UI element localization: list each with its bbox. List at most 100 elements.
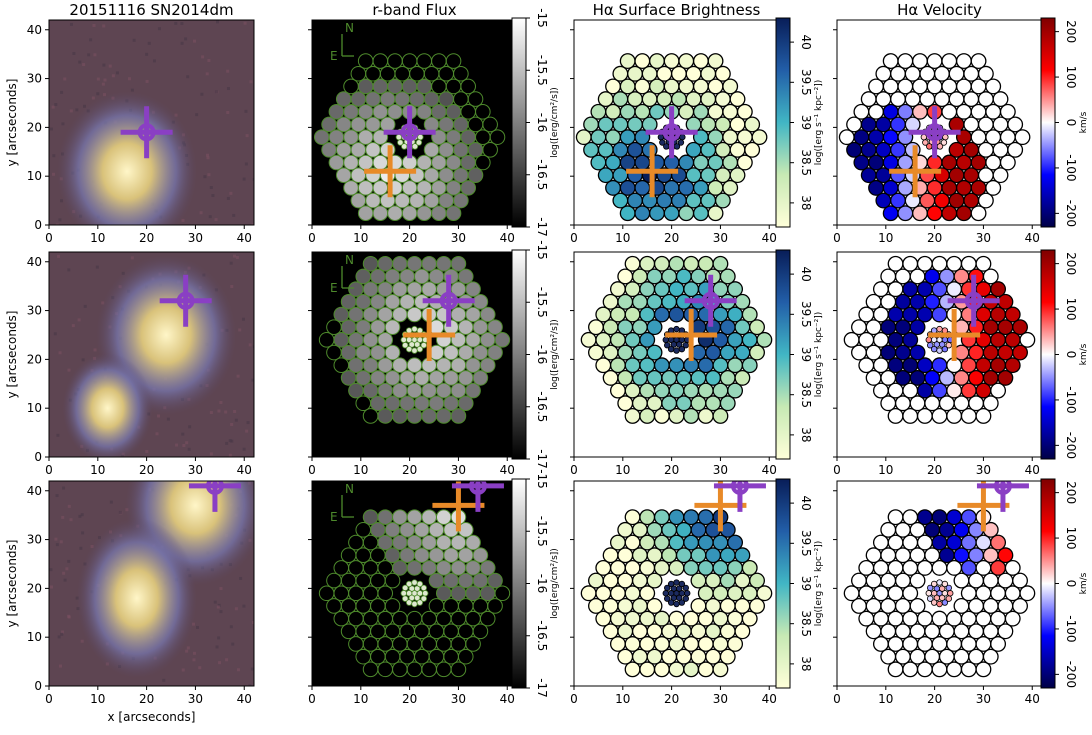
fiber: [970, 205, 987, 222]
panel-frame: [48, 19, 255, 226]
panel-sb: 0 10 20 30 40 40 39.5 39 38.5 38 log([erg s⁻¹ kpc⁻…: [570, 17, 824, 245]
x-tick-label: 30: [451, 463, 466, 477]
fiber: [392, 408, 408, 424]
noise-speck: [62, 571, 66, 575]
noise-speck: [127, 77, 131, 81]
x-tick-label: 20: [139, 463, 154, 477]
fiber: [355, 370, 372, 386]
sn-marker: [120, 106, 173, 159]
fiber: [912, 53, 928, 70]
colorbar-tick-label: -100: [1064, 154, 1078, 181]
fiber: [668, 610, 685, 627]
colorbar: [1040, 249, 1056, 460]
mini-fiber: [927, 584, 934, 592]
noise-speck: [251, 378, 254, 382]
colorbar-tick-label: 39: [799, 576, 813, 591]
mini-fiber: [662, 336, 669, 344]
noise-speck: [226, 69, 230, 73]
fiber: [465, 306, 481, 323]
fiber: [414, 522, 430, 538]
fiber: [465, 382, 481, 399]
sn-marker: [908, 106, 961, 159]
fiber: [377, 306, 394, 323]
fiber: [370, 522, 386, 538]
x-tick-label: 20: [927, 463, 942, 477]
noise-speck: [102, 24, 106, 28]
x-tick-label: 10: [878, 231, 893, 245]
fiber: [736, 103, 753, 120]
fiber: [941, 53, 958, 70]
fiber: [479, 306, 496, 323]
x-axis-label: x [arcseconds]: [108, 710, 196, 724]
fiber: [438, 142, 455, 158]
x-tick-label: 0: [570, 692, 578, 706]
x-tick-label: 10: [615, 692, 630, 706]
fiber: [435, 585, 452, 602]
fiber: [639, 509, 656, 526]
fiber: [431, 205, 447, 222]
noise-speck: [216, 20, 220, 24]
fiber: [421, 408, 437, 424]
compass-east-label: E: [330, 510, 338, 524]
fiber: [975, 407, 992, 424]
colorbar-tick-label: 38: [799, 656, 813, 671]
fiber: [639, 585, 656, 602]
fiber: [722, 78, 739, 95]
fiber: [335, 142, 352, 158]
noise-speck: [201, 55, 205, 59]
fiber: [646, 344, 663, 361]
colorbar-tick-label: -16: [535, 574, 549, 594]
fiber: [399, 370, 415, 386]
noise-speck: [248, 684, 252, 686]
fiber: [372, 205, 389, 222]
fiber: [387, 103, 403, 120]
fiber: [975, 661, 992, 678]
fiber: [431, 154, 447, 171]
fiber: [902, 255, 919, 272]
fiber: [409, 91, 425, 107]
noise-speck: [78, 514, 82, 518]
fiber: [990, 281, 1007, 298]
noise-speck: [62, 486, 66, 490]
x-tick-label: 20: [664, 231, 679, 245]
fiber: [1012, 344, 1028, 361]
noise-speck: [54, 103, 58, 107]
x-tick-label: 40: [237, 692, 252, 706]
fiber: [734, 369, 751, 386]
fiber: [619, 53, 636, 70]
panel-vel: 0 10 20 30 40 200 100 0 -100 -200 km/s: [833, 17, 1089, 245]
x-tick-label: 20: [664, 692, 679, 706]
x-tick-label: 20: [402, 463, 417, 477]
mini-fiber: [415, 139, 423, 146]
fiber: [902, 331, 919, 348]
fiber: [384, 319, 401, 335]
noise-speck: [211, 194, 215, 198]
fiber: [744, 116, 761, 133]
x-tick-label: 10: [615, 463, 630, 477]
x-tick-label: 0: [570, 231, 578, 245]
mini-fiber: [662, 590, 669, 597]
fiber: [370, 395, 386, 412]
noise-speck: [225, 441, 229, 445]
fiber: [392, 560, 408, 576]
noise-speck: [130, 256, 134, 260]
fiber: [357, 103, 374, 120]
noise-speck: [60, 90, 64, 94]
galaxy-glow: [57, 91, 198, 225]
mini-fiber: [682, 584, 689, 592]
colorbar-label: km/s: [1079, 343, 1089, 365]
colorbar-tick-label: 39.5: [799, 69, 813, 96]
fiber: [362, 357, 379, 374]
fiber: [719, 395, 736, 412]
sn-marker: [713, 481, 766, 512]
panel-vel: 0 10 20 30 40 200 100 0 -100 -200 km/s: [833, 249, 1089, 477]
fiber: [435, 255, 452, 272]
colorbar-label: log([erg/cm²/s]): [550, 548, 560, 619]
noise-speck: [109, 500, 113, 504]
fiber: [487, 572, 503, 589]
fiber: [741, 357, 758, 374]
fiber: [453, 192, 469, 209]
noise-speck: [215, 645, 219, 649]
fiber: [428, 522, 445, 538]
fiber: [741, 559, 758, 576]
